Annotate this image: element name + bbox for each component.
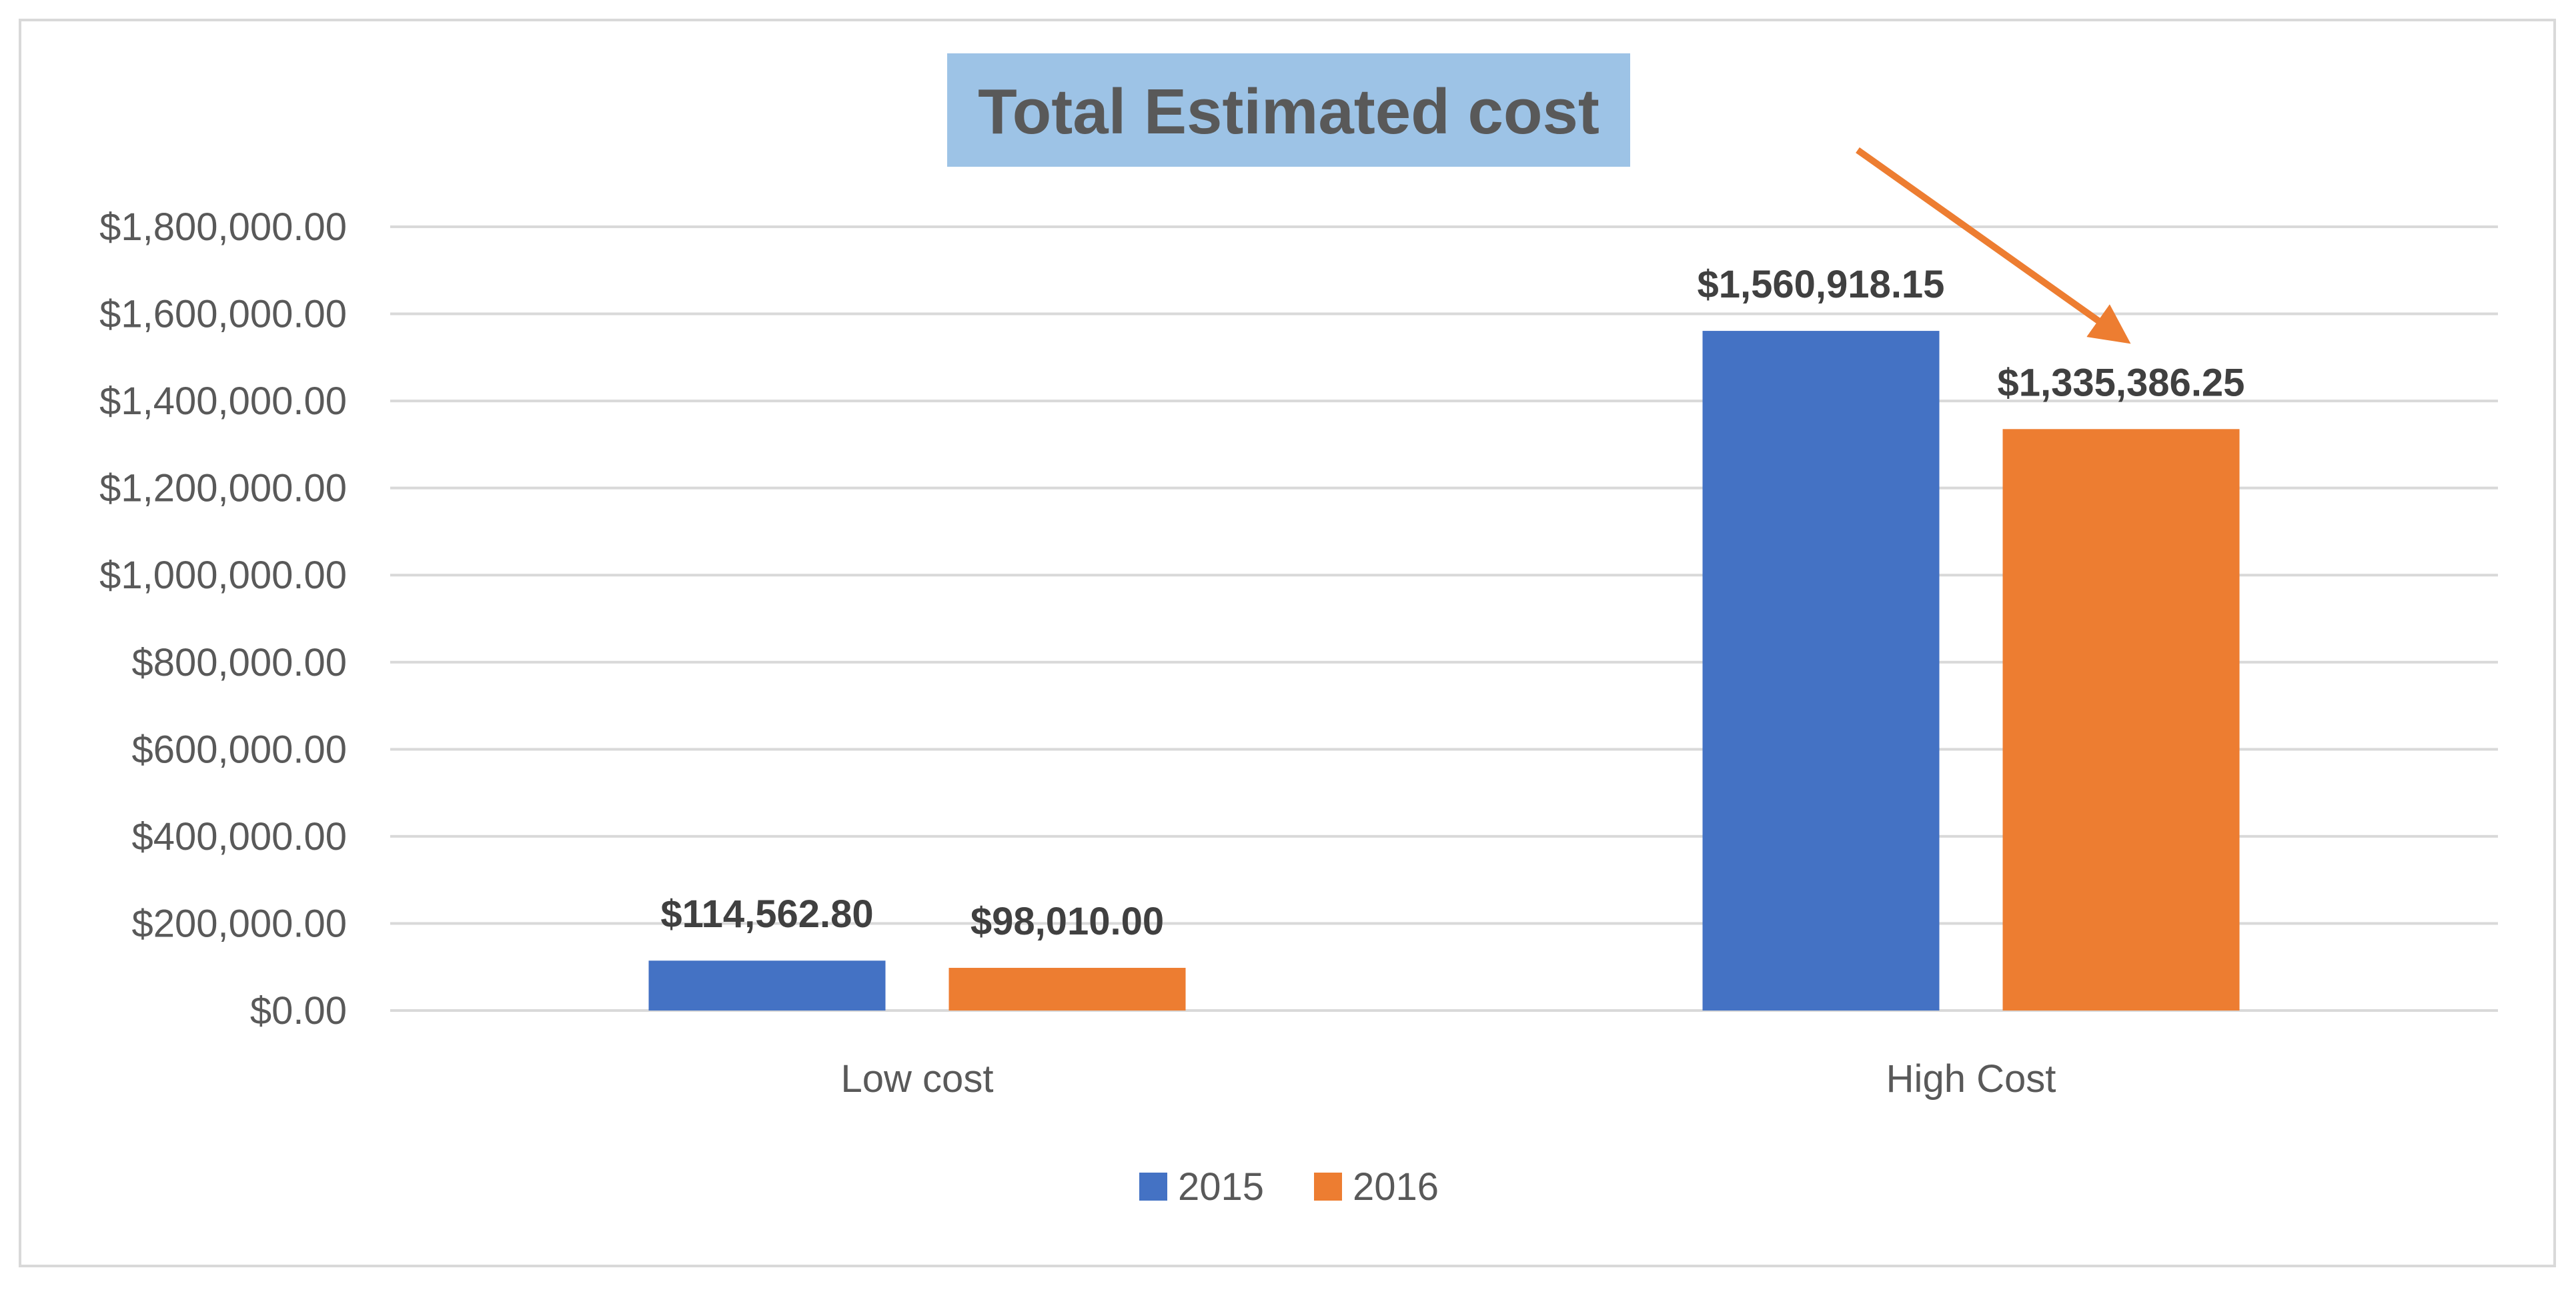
annotation-arrow <box>1856 147 2131 344</box>
legend-label-2015: 2015 <box>1178 1165 1264 1209</box>
legend-swatch-2016 <box>1314 1173 1342 1201</box>
legend: 2015 2016 <box>1139 1165 1439 1209</box>
y-tick-label: $1,600,000.00 <box>99 293 347 336</box>
chart-title-background <box>947 53 1630 167</box>
y-tick-label: $200,000.00 <box>131 902 347 945</box>
bars <box>648 331 2240 1011</box>
y-tick-label: $0.00 <box>250 989 347 1033</box>
data-label: $1,560,918.15 <box>1698 263 1945 306</box>
bar-2015-low-cost <box>648 960 886 1011</box>
data-label: $1,335,386.25 <box>1998 361 2245 404</box>
y-tick-label: $1,800,000.00 <box>99 205 347 249</box>
x-category-label: High Cost <box>1886 1057 2056 1101</box>
legend-swatch-2015 <box>1139 1173 1167 1201</box>
data-label: $114,562.80 <box>660 892 873 936</box>
y-tick-label: $800,000.00 <box>131 641 347 684</box>
x-axis-labels: Low cost High Cost <box>841 1057 2056 1101</box>
x-category-label: Low cost <box>841 1057 994 1101</box>
y-tick-label: $1,200,000.00 <box>99 467 347 510</box>
y-axis-ticks: $0.00 $200,000.00 $400,000.00 $600,000.00 $8… <box>99 205 347 1033</box>
bar-2016-low-cost <box>948 968 1186 1011</box>
bar-2015-high-cost <box>1702 331 1940 1011</box>
y-tick-label: $1,000,000.00 <box>99 554 347 597</box>
legend-label-2016: 2016 <box>1353 1165 1439 1209</box>
data-labels: $114,562.80 $98,010.00 $1,560,918.15 $1,335… <box>660 263 2244 943</box>
y-tick-label: $400,000.00 <box>131 815 347 858</box>
y-tick-label: $600,000.00 <box>131 728 347 771</box>
bar-2016-high-cost <box>2002 429 2240 1011</box>
y-tick-label: $1,400,000.00 <box>99 380 347 423</box>
chart-title: Total Estimated cost <box>978 76 1599 147</box>
data-label: $98,010.00 <box>971 900 1164 943</box>
